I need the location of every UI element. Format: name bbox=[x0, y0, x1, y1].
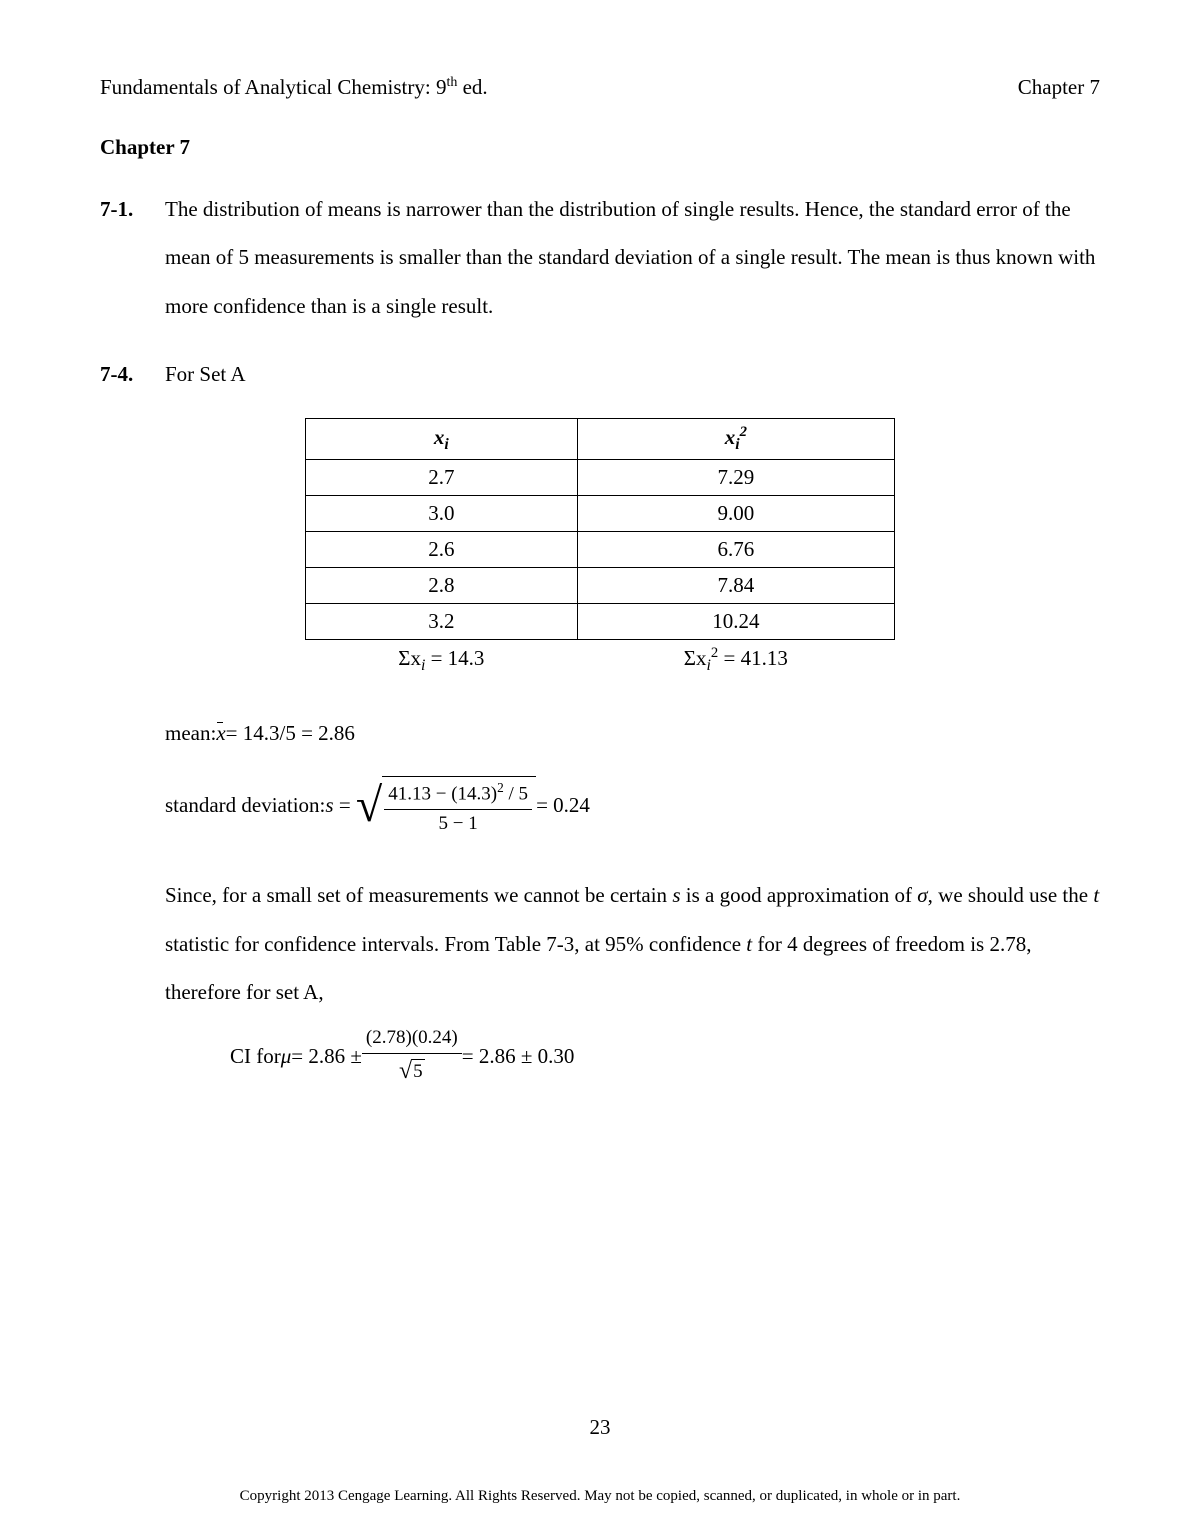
page-number: 23 bbox=[0, 1415, 1200, 1440]
explanation-paragraph: Since, for a small set of measurements w… bbox=[165, 871, 1100, 1016]
cell-xi2: 9.00 bbox=[577, 496, 894, 532]
radical-icon: √ bbox=[399, 1056, 412, 1087]
cell-xi: 3.0 bbox=[306, 496, 578, 532]
table-row: 3.210.24 bbox=[306, 604, 895, 640]
ci-label: CI for bbox=[230, 1044, 281, 1069]
table-header-row: xi xi2 bbox=[306, 419, 895, 460]
s-var: s bbox=[672, 883, 680, 907]
chapter-heading: Chapter 7 bbox=[100, 135, 1100, 160]
page-header: Fundamentals of Analytical Chemistry: 9t… bbox=[100, 75, 1100, 100]
ci-eq1: = 2.86 ± bbox=[291, 1044, 362, 1069]
sqrt-expression: √ 41.13 − (14.3)2 / 5 5 − 1 bbox=[356, 776, 536, 837]
edition-tail: ed. bbox=[457, 75, 487, 99]
data-table: xi xi2 2.77.29 3.09.00 2.66.76 2.87.84 3… bbox=[305, 418, 895, 680]
equals: = bbox=[334, 793, 356, 818]
problem-body: The distribution of means is narrower th… bbox=[165, 185, 1100, 330]
denominator: 5 − 1 bbox=[384, 810, 532, 837]
cell-xi2: 10.24 bbox=[577, 604, 894, 640]
ci-line: CI for μ = 2.86 ± (2.78)(0.24) √5 = 2.86… bbox=[230, 1026, 1100, 1087]
fraction: 41.13 − (14.3)2 / 5 5 − 1 bbox=[384, 779, 532, 837]
col-header-xi2: xi2 bbox=[577, 419, 894, 460]
cell-xi: 2.7 bbox=[306, 460, 578, 496]
numerator: 41.13 − (14.3)2 / 5 bbox=[384, 779, 532, 810]
problem-number: 7-1. bbox=[100, 185, 165, 330]
sigma-var: σ bbox=[917, 883, 927, 907]
document-page: Fundamentals of Analytical Chemistry: 9t… bbox=[0, 0, 1200, 1535]
problem-intro: For Set A bbox=[165, 350, 1100, 398]
cell-xi: 3.2 bbox=[306, 604, 578, 640]
sum-xi2: Σxi2 = 41.13 bbox=[577, 640, 894, 681]
ci-numerator: (2.78)(0.24) bbox=[362, 1026, 462, 1054]
chapter-reference: Chapter 7 bbox=[1018, 75, 1100, 100]
cell-xi: 2.8 bbox=[306, 568, 578, 604]
ci-fraction: (2.78)(0.24) √5 bbox=[362, 1026, 462, 1087]
mean-expression: = 14.3/5 = 2.86 bbox=[226, 721, 355, 746]
sqrt-5: √5 bbox=[399, 1056, 425, 1087]
radical-icon: √ bbox=[356, 782, 382, 843]
table-sum-row: Σxi = 14.3 Σxi2 = 41.13 bbox=[306, 640, 895, 681]
edition-ordinal: th bbox=[446, 75, 457, 90]
ci-result: = 2.86 ± 0.30 bbox=[462, 1044, 575, 1069]
cell-xi2: 7.29 bbox=[577, 460, 894, 496]
sd-label: standard deviation: bbox=[165, 793, 325, 818]
sum-xi: Σxi = 14.3 bbox=[306, 640, 578, 681]
title-text: Fundamentals of Analytical Chemistry: 9 bbox=[100, 75, 446, 99]
col-header-xi: xi bbox=[306, 419, 578, 460]
s-symbol: s bbox=[325, 793, 333, 818]
problem-7-1: 7-1. The distribution of means is narrow… bbox=[100, 185, 1100, 330]
mean-label: mean: bbox=[165, 721, 216, 746]
table-row: 2.77.29 bbox=[306, 460, 895, 496]
mu-symbol: μ bbox=[281, 1044, 292, 1069]
cell-xi2: 7.84 bbox=[577, 568, 894, 604]
copyright-notice: Copyright 2013 Cengage Learning. All Rig… bbox=[0, 1488, 1200, 1505]
problem-7-4: 7-4. For Set A bbox=[100, 350, 1100, 398]
cell-xi: 2.6 bbox=[306, 532, 578, 568]
sd-result: = 0.24 bbox=[536, 793, 590, 818]
mean-line: mean: x = 14.3/5 = 2.86 bbox=[165, 721, 1100, 746]
table-row: 3.09.00 bbox=[306, 496, 895, 532]
book-title: Fundamentals of Analytical Chemistry: 9t… bbox=[100, 75, 488, 100]
ci-denominator: √5 bbox=[362, 1054, 462, 1087]
xbar-symbol: x bbox=[216, 721, 225, 746]
problem-number: 7-4. bbox=[100, 350, 165, 398]
sd-line: standard deviation: s = √ 41.13 − (14.3)… bbox=[165, 776, 1100, 837]
table-row: 2.87.84 bbox=[306, 568, 895, 604]
cell-xi2: 6.76 bbox=[577, 532, 894, 568]
table-row: 2.66.76 bbox=[306, 532, 895, 568]
t-var: t bbox=[1093, 883, 1099, 907]
